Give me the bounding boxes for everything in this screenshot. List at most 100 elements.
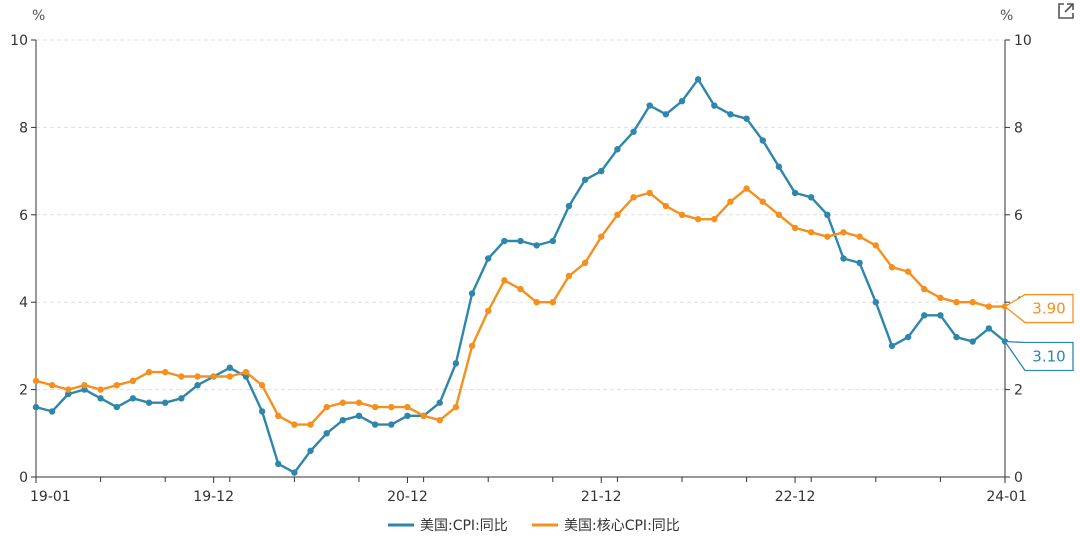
data-point [226, 364, 233, 371]
data-point [678, 211, 686, 218]
legend-label: 美国:CPI:同比 [420, 518, 508, 534]
data-point [953, 333, 960, 341]
data-point [824, 233, 831, 240]
data-point [178, 395, 185, 402]
data-point [178, 373, 185, 380]
data-point [840, 255, 847, 262]
data-point [727, 198, 734, 205]
data-point [614, 211, 621, 218]
data-point [355, 399, 363, 406]
y-tick-label-left: 4 [19, 295, 28, 311]
data-point [711, 102, 718, 109]
x-tick-label: 24-01 [986, 489, 1027, 505]
y-tick-label-right: 10 [1014, 33, 1032, 49]
data-point [872, 299, 879, 306]
data-point [355, 412, 363, 420]
data-point [517, 237, 524, 245]
value-tag-2: 3.90 [1003, 293, 1074, 324]
data-point [646, 189, 653, 197]
data-point [517, 285, 524, 293]
y-tick-label-right: 0 [1014, 470, 1023, 486]
data-point [759, 137, 766, 144]
data-point [775, 163, 783, 170]
axes: % % 0022446688101019-0119-1220-1221-1222… [10, 8, 1032, 505]
data-point [872, 242, 879, 249]
data-point [32, 377, 40, 385]
legend-item-2[interactable]: 美国:核心CPI:同比 [532, 518, 680, 534]
y-tick-label-right: 2 [1014, 383, 1023, 399]
data-point [323, 430, 330, 437]
data-point [113, 403, 120, 411]
data-point [388, 403, 395, 411]
data-point [662, 202, 670, 210]
y-tick-label-left: 0 [19, 470, 28, 486]
data-point [904, 333, 912, 341]
data-point [630, 194, 637, 201]
series-lines [32, 76, 1009, 476]
data-point [485, 307, 492, 315]
data-point [533, 299, 540, 306]
data-point [759, 198, 766, 205]
data-point [743, 185, 750, 192]
y-axis-unit-right: % [1000, 8, 1013, 24]
data-point [210, 373, 217, 380]
data-point [743, 115, 750, 122]
y-tick-label-left: 8 [19, 120, 28, 136]
data-point [808, 194, 815, 201]
data-point [97, 395, 104, 402]
data-point [404, 403, 411, 411]
data-point [953, 299, 960, 306]
data-point [452, 360, 460, 367]
data-point [226, 373, 233, 380]
data-point [275, 460, 282, 468]
data-point [791, 224, 799, 232]
data-point [291, 469, 298, 476]
data-point [485, 255, 492, 262]
data-point [549, 299, 556, 306]
data-point [65, 386, 72, 393]
y-tick-label-left: 6 [19, 208, 28, 224]
data-point [533, 242, 540, 249]
last-value-tags: 3.10 3.90 [1003, 293, 1074, 372]
y-axis-unit-left: % [32, 8, 45, 24]
data-point [904, 268, 912, 275]
data-point [339, 399, 347, 406]
x-tick-label: 21-12 [581, 489, 622, 505]
data-point [420, 412, 427, 420]
data-point [921, 312, 928, 319]
data-point [630, 128, 637, 135]
data-point [81, 382, 88, 389]
data-point [791, 189, 799, 197]
data-point [969, 338, 976, 345]
y-tick-label-right: 8 [1014, 120, 1023, 136]
legend-item-1[interactable]: 美国:CPI:同比 [388, 518, 508, 534]
data-point [840, 229, 847, 236]
data-point [404, 412, 411, 420]
data-point [678, 97, 686, 105]
data-point [969, 299, 976, 306]
y-tick-label-left: 10 [10, 33, 28, 49]
data-point [452, 403, 460, 411]
data-point [921, 285, 928, 293]
data-point [307, 421, 314, 428]
value-tag-box [1003, 293, 1074, 324]
value-tag-box [1003, 340, 1074, 372]
data-point [436, 416, 443, 424]
data-point [565, 202, 573, 210]
x-tick-label: 19-12 [193, 489, 234, 505]
series-line-1 [35, 78, 1006, 474]
legend[interactable]: 美国:CPI:同比 美国:核心CPI:同比 [388, 518, 680, 534]
data-point [662, 111, 670, 118]
external-link-icon[interactable] [1055, 0, 1077, 22]
value-tag-label: 3.10 [1032, 348, 1065, 366]
data-point [468, 290, 476, 297]
grid-lines [36, 39, 1005, 391]
data-point [727, 111, 734, 118]
data-point [694, 215, 702, 223]
x-tick-label: 22-12 [775, 489, 816, 505]
x-tick-label: 20-12 [387, 489, 428, 505]
data-point [436, 399, 443, 406]
data-point [48, 382, 56, 389]
data-point [145, 368, 153, 376]
data-point [468, 342, 476, 350]
